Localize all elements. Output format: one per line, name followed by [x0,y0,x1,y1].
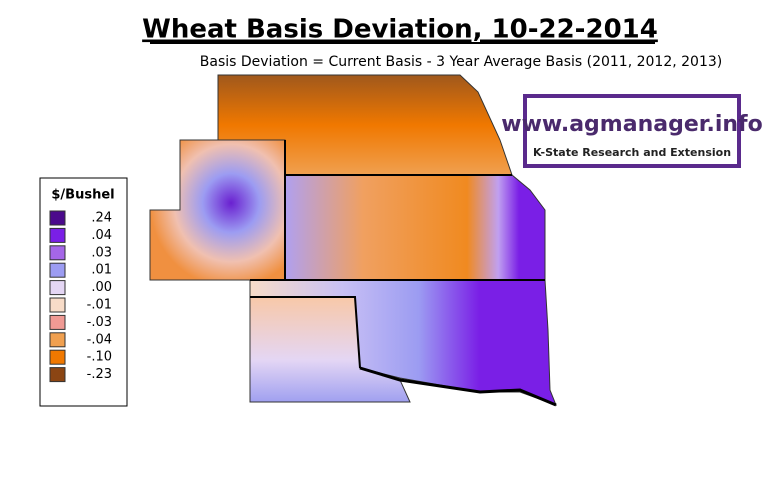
legend-label: -.23 [87,367,112,382]
legend-label: -.04 [87,332,112,347]
legend-swatch [49,349,66,365]
legend-swatch [49,262,66,278]
legend-swatch [49,314,66,330]
legend-swatch [49,297,66,313]
legend-label: .00 [91,280,112,295]
legend-label: -.10 [87,350,112,365]
logo-box [523,94,741,168]
legend: $/Bushel .24 .04 .03 .01 .00 -.01 -.03 -.04 -.10… [39,177,128,407]
legend-label: -.01 [87,298,112,313]
red-river [359,366,557,407]
logo-url: www.agmanager.info [501,112,762,137]
title: Wheat Basis Deviation, 10-22-2014 [142,15,658,45]
logo: www.agmanager.info K-State Research and … [501,94,763,168]
region-ks [284,174,546,281]
region-co [149,139,286,281]
legend-swatch [49,210,66,226]
legend-swatch [49,227,66,243]
legend-label: .03 [91,245,112,260]
legend-swatch [49,367,66,383]
subtitle: Basis Deviation = Current Basis - 3 Year… [200,54,722,70]
map [149,74,557,407]
legend-title: $/Bushel [51,188,114,203]
legend-label: .04 [91,228,112,243]
legend-swatch [49,245,66,261]
legend-label: -.03 [87,315,112,330]
legend-swatch [49,332,66,348]
legend-swatch [49,280,66,296]
logo-org: K-State Research and Extension [533,146,731,159]
state-lines [250,140,545,369]
legend-label: .01 [91,263,112,278]
legend-label: .24 [91,211,112,226]
